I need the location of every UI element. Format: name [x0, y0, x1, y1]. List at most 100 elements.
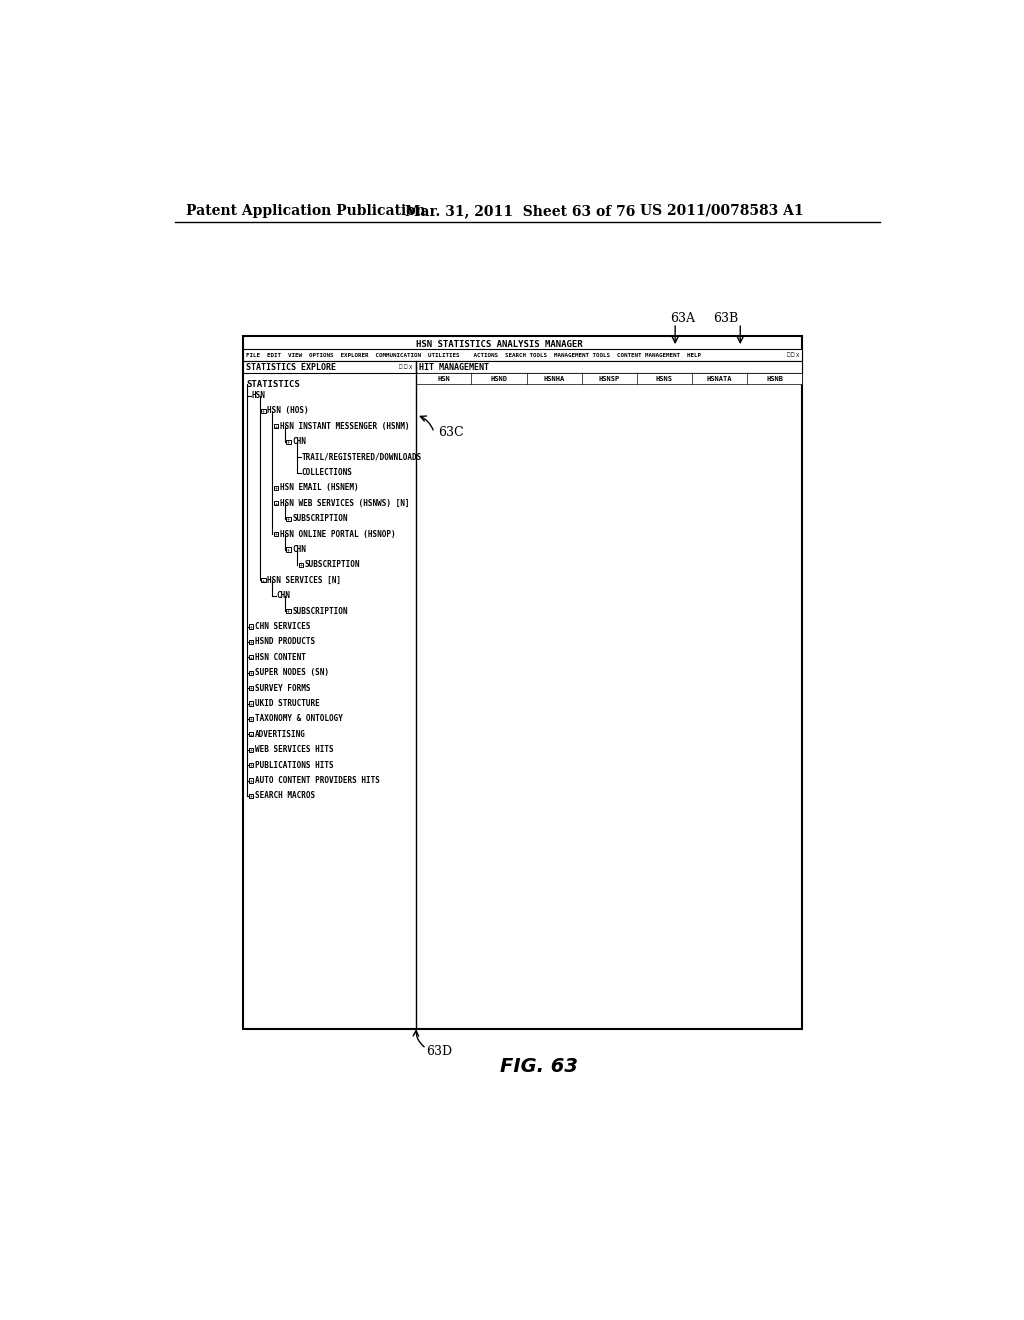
Text: +: +	[250, 731, 253, 737]
Text: +: +	[250, 701, 253, 706]
Text: HSN EMAIL (HSNEM): HSN EMAIL (HSNEM)	[280, 483, 358, 492]
Text: +: +	[287, 440, 290, 445]
Text: ADVERTISING: ADVERTISING	[255, 730, 306, 739]
Text: US 2011/0078583 A1: US 2011/0078583 A1	[640, 203, 803, 218]
Text: TRAIL/REGISTERED/DOWNLOADS: TRAIL/REGISTERED/DOWNLOADS	[302, 453, 422, 462]
Text: X: X	[409, 364, 412, 370]
Text: Mar. 31, 2011  Sheet 63 of 76: Mar. 31, 2011 Sheet 63 of 76	[406, 203, 636, 218]
Text: +: +	[250, 655, 253, 660]
Text: FIG. 63: FIG. 63	[500, 1057, 578, 1077]
Text: PUBLICATIONS HITS: PUBLICATIONS HITS	[255, 760, 334, 770]
Bar	[417, 374, 802, 384]
Bar	[249, 671, 253, 675]
Text: FILE  EDIT  VIEW  OPTIONS  EXPLORER  COMMUNICATION  UTILITIES    ACTIONS  SEARCH: FILE EDIT VIEW OPTIONS EXPLORER COMMUNIC…	[246, 352, 700, 358]
Text: 63C: 63C	[438, 426, 464, 440]
Text: STATISTICS EXPLORE: STATISTICS EXPLORE	[246, 363, 336, 371]
Text: HSN: HSN	[437, 376, 451, 381]
Text: HSN CONTENT: HSN CONTENT	[255, 653, 306, 661]
Text: +: +	[287, 516, 290, 521]
Text: +: +	[250, 671, 253, 676]
Text: 63B: 63B	[713, 312, 738, 325]
Bar	[417, 360, 802, 374]
Bar	[249, 747, 253, 752]
Bar	[287, 516, 291, 521]
Bar	[243, 360, 417, 374]
Text: UKID STRUCTURE: UKID STRUCTURE	[255, 700, 319, 708]
Text: Patent Application Publication: Patent Application Publication	[186, 203, 426, 218]
Bar	[273, 424, 279, 429]
Text: +: +	[274, 486, 278, 491]
Text: +: +	[250, 685, 253, 690]
Bar	[249, 624, 253, 628]
Bar	[249, 640, 253, 644]
Text: +: +	[274, 532, 278, 537]
Text: CHN: CHN	[292, 437, 306, 446]
Bar	[261, 578, 266, 582]
Bar	[249, 779, 253, 783]
Bar	[249, 717, 253, 721]
Text: HSNATA: HSNATA	[707, 376, 732, 381]
Text: TAXONOMY & ONTOLOGY: TAXONOMY & ONTOLOGY	[255, 714, 343, 723]
Text: X: X	[796, 352, 799, 358]
Text: HSN (HOS): HSN (HOS)	[267, 407, 309, 416]
Bar	[249, 793, 253, 799]
Text: SUPER NODES (SN): SUPER NODES (SN)	[255, 668, 329, 677]
Text: +: +	[250, 717, 253, 722]
Bar	[273, 502, 279, 506]
Text: +: +	[274, 424, 278, 429]
Text: SUBSCRIPTION: SUBSCRIPTION	[292, 607, 347, 615]
Bar	[243, 350, 802, 360]
Text: +: +	[299, 562, 302, 568]
Text: +: +	[250, 624, 253, 630]
Bar	[273, 532, 279, 536]
Text: +: +	[287, 609, 290, 614]
Text: +: +	[262, 578, 265, 583]
Bar	[243, 335, 802, 1028]
Text: □: □	[786, 352, 790, 358]
Text: HSNS: HSNS	[656, 376, 673, 381]
Bar	[299, 562, 303, 568]
Text: STATISTICS: STATISTICS	[247, 380, 300, 388]
Text: HSND PRODUCTS: HSND PRODUCTS	[255, 638, 315, 647]
Text: □: □	[399, 364, 402, 370]
Text: AUTO CONTENT PROVIDERS HITS: AUTO CONTENT PROVIDERS HITS	[255, 776, 380, 785]
Text: +: +	[250, 793, 253, 799]
Text: HIT MANAGEMENT: HIT MANAGEMENT	[420, 363, 489, 371]
Bar	[287, 440, 291, 444]
Bar	[249, 686, 253, 690]
Text: □: □	[403, 364, 408, 370]
Bar	[273, 486, 279, 490]
Text: HSN STATISTICS ANALYSIS MANAGER: HSN STATISTICS ANALYSIS MANAGER	[416, 341, 583, 350]
Bar	[249, 655, 253, 660]
Text: HSNHA: HSNHA	[544, 376, 565, 381]
Text: SURVEY FORMS: SURVEY FORMS	[255, 684, 310, 693]
Bar	[287, 609, 291, 614]
Text: CHN: CHN	[276, 591, 291, 601]
Bar	[249, 701, 253, 706]
Text: SUBSCRIPTION: SUBSCRIPTION	[304, 561, 360, 569]
Text: CHN: CHN	[292, 545, 306, 554]
Bar	[249, 763, 253, 767]
Text: SUBSCRIPTION: SUBSCRIPTION	[292, 515, 347, 523]
Bar	[261, 409, 266, 413]
Text: CHN SERVICES: CHN SERVICES	[255, 622, 310, 631]
Text: +: +	[250, 763, 253, 768]
Text: HSN WEB SERVICES (HSNWS) [N]: HSN WEB SERVICES (HSNWS) [N]	[280, 499, 410, 508]
Bar	[249, 733, 253, 737]
Text: HSNB: HSNB	[766, 376, 783, 381]
Text: +: +	[250, 747, 253, 752]
Text: +: +	[262, 408, 265, 413]
Text: COLLECTIONS: COLLECTIONS	[302, 469, 352, 477]
Text: WEB SERVICES HITS: WEB SERVICES HITS	[255, 746, 334, 754]
Text: +: +	[250, 639, 253, 644]
Text: HSN SERVICES [N]: HSN SERVICES [N]	[267, 576, 341, 585]
Text: HSN INSTANT MESSENGER (HSNM): HSN INSTANT MESSENGER (HSNM)	[280, 422, 410, 430]
Text: 63D: 63D	[426, 1045, 453, 1059]
Text: +: +	[274, 500, 278, 506]
Text: HSNSP: HSNSP	[599, 376, 620, 381]
Bar	[287, 548, 291, 552]
Text: HSND: HSND	[490, 376, 508, 381]
Text: +: +	[250, 777, 253, 783]
Text: +: +	[287, 546, 290, 552]
Text: □: □	[792, 352, 795, 358]
